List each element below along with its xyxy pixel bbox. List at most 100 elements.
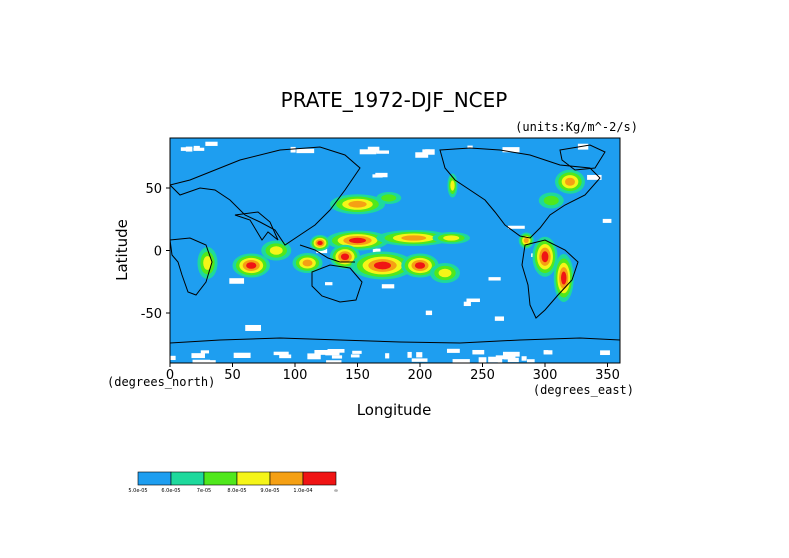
missing-data-layer [170,141,612,363]
precip-contour [414,262,426,269]
missing-data-cell [602,218,612,223]
color-legend: 5.0e-05 6.0e-05 7e-05 8.0e-05 9.0e-05 1.0e-04… [128,471,338,494]
missing-data-cell [325,282,333,286]
missing-data-cell [376,150,390,154]
missing-data-cell [273,351,289,356]
x-tick-label: 150 [345,368,370,383]
missing-data-cell [170,355,176,361]
legend-label: 9.0e-05 [260,488,279,494]
missing-data-cell [497,358,503,363]
x-tick-label: 50 [224,368,241,383]
missing-data-cell [316,248,328,254]
missing-data-cell [472,349,485,355]
legend-swatch [236,471,271,486]
x-tick-label: 350 [595,368,620,383]
legend-swatch [170,471,205,486]
missing-data-cell [463,301,471,307]
precip-contour [523,237,529,244]
missing-data-cell [290,146,296,153]
missing-data-cell [415,152,429,158]
missing-data-cell [478,357,487,363]
legend-swatch [203,471,238,486]
missing-data-cell [425,149,435,155]
missing-data-cell [507,225,525,229]
y-axis-ticks: 50 0 -50 [141,182,170,322]
missing-data-cell [180,147,190,151]
precip-contour [348,237,367,244]
missing-data-cell [543,350,553,355]
precip-contour [565,177,575,186]
precip-contour [561,271,567,285]
chart-title: PRATE_1972-DJF_NCEP [281,88,508,112]
x-tick-label: 200 [408,368,433,383]
precip-contour [401,235,427,241]
missing-data-cell [200,350,210,354]
legend-label: ∞ [334,488,338,494]
missing-data-cell [411,358,428,362]
coastlines [170,144,620,344]
missing-data-cell [494,316,504,321]
missing-data-cell [488,356,502,363]
missing-data-cell [229,278,245,284]
x-tick-label: 300 [533,368,558,383]
missing-data-cell [326,360,342,363]
precip-contour [373,261,392,270]
y-axis-label: Latitude [113,219,131,281]
missing-data-cell [193,145,200,151]
precip-contour [541,251,549,263]
precip-contour [340,253,350,261]
precip-contour [438,268,452,278]
missing-data-cell [279,354,292,359]
missing-data-cell [495,355,514,360]
missing-data-cell [502,147,520,153]
missing-data-cell [233,352,251,358]
missing-data-cell [350,354,360,358]
missing-data-cell [452,359,470,363]
x-axis-ticks: 0 50 100 150 200 250 300 350 [166,363,620,383]
missing-data-cell [192,359,211,363]
legend-label: 1.0e-04 [293,488,312,494]
missing-data-cell [467,145,473,149]
legend-swatch [302,471,337,486]
missing-data-cell [381,284,395,289]
missing-data-cell [191,353,205,359]
precip-contour [443,235,460,241]
missing-data-cell [372,248,381,253]
precip-contour [302,259,313,267]
missing-data-cell [577,143,589,150]
precip-contour [450,180,455,191]
missing-data-cell [203,360,216,363]
y-tick-label: 0 [154,245,162,260]
missing-data-cell [526,359,535,363]
missing-data-cell [385,353,390,359]
x-tick-label: 100 [283,368,308,383]
precipitation-field [197,169,585,302]
missing-data-cell [600,350,610,356]
legend-label: 8.0e-05 [227,488,246,494]
missing-data-cell [521,356,527,361]
missing-data-cell [185,146,193,152]
legend-label: 5.0e-05 [128,488,147,494]
missing-data-cell [296,148,315,154]
x-unit-note: (degrees_east) [533,383,634,397]
plot-area [170,138,620,363]
missing-data-cell [407,351,412,358]
precip-contour [543,195,559,206]
missing-data-cell [466,298,480,303]
missing-data-cell [352,350,362,354]
x-axis-label: Longitude [357,401,432,419]
missing-data-cell [372,174,383,178]
missing-data-cell [325,350,340,356]
precip-contour [269,246,283,255]
legend-swatch [269,471,304,486]
missing-data-cell [416,352,423,358]
missing-data-cell [327,348,345,353]
precip-contour [203,256,212,270]
units-label: (units:Kg/m^-2/s) [515,120,638,134]
legend-label: 7e-05 [197,488,211,494]
precip-contour [348,200,367,208]
legend-swatch [137,471,172,486]
missing-data-cell [507,357,519,363]
precip-contour [317,240,323,246]
